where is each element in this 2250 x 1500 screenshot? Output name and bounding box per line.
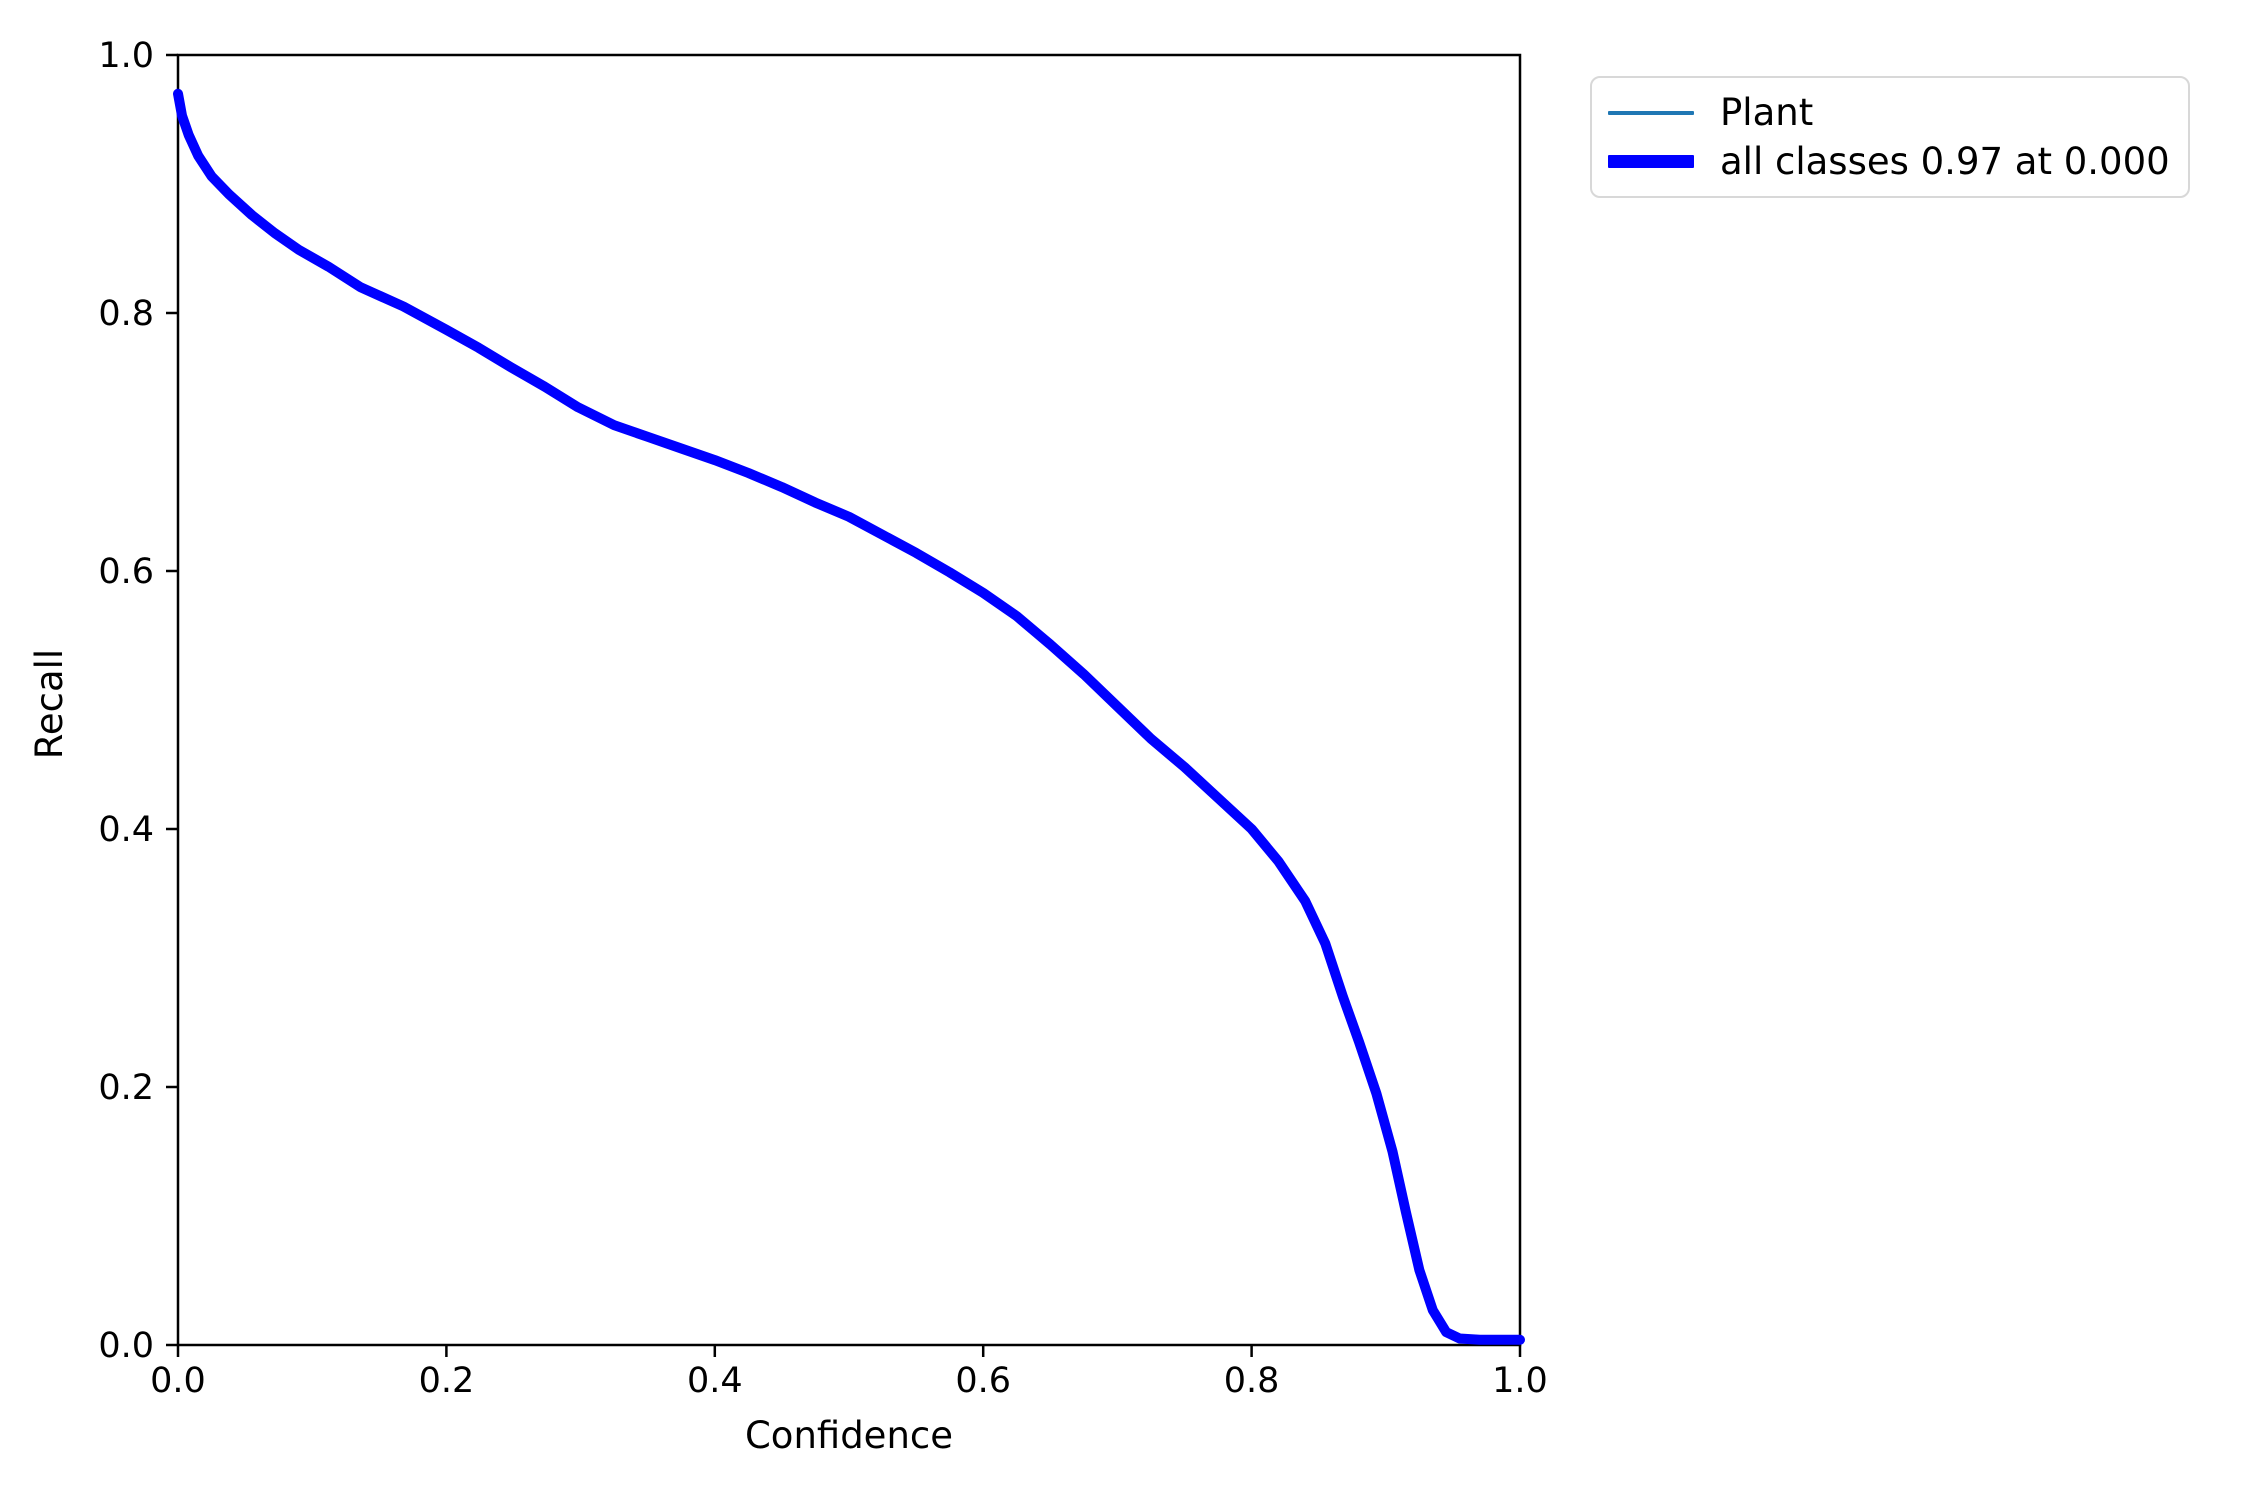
all-classes-line-swatch [1608,155,1694,168]
x-tick-label: 0.8 [1224,1361,1280,1401]
x-axis-ticks: 0.0 0.2 0.4 0.6 0.8 1.0 [150,1345,1548,1401]
y-axis-label: Recall [28,649,71,759]
curve-group [173,88,1525,1345]
legend-item-all-classes: all classes 0.97 at 0.000 [1608,138,2188,186]
plant-line-swatch [1608,110,1694,115]
y-axis-ticks: 0.0 0.2 0.4 0.6 0.8 1.0 [98,36,178,1366]
x-tick-label: 0.6 [955,1361,1011,1401]
y-tick-label: 1.0 [98,36,154,76]
x-axis-label: Confidence [745,1414,953,1457]
all-classes-curve [173,88,1525,1345]
y-tick-label: 0.4 [98,810,154,850]
x-tick-label: 0.2 [419,1361,475,1401]
y-tick-label: 0.6 [98,552,154,592]
legend-label-all-classes: all classes 0.97 at 0.000 [1720,140,2170,183]
x-tick-label: 0.0 [150,1361,206,1401]
y-tick-label: 0.0 [98,1326,154,1366]
x-tick-label: 1.0 [1492,1361,1548,1401]
y-tick-label: 0.2 [98,1068,154,1108]
legend-label-plant: Plant [1720,91,1814,134]
plot-area [176,53,1522,1347]
legend-item-plant: Plant [1608,89,2188,137]
legend: Plant all classes 0.97 at 0.000 [1590,76,2190,198]
y-tick-label: 0.8 [98,294,154,334]
x-tick-label: 0.4 [687,1361,743,1401]
